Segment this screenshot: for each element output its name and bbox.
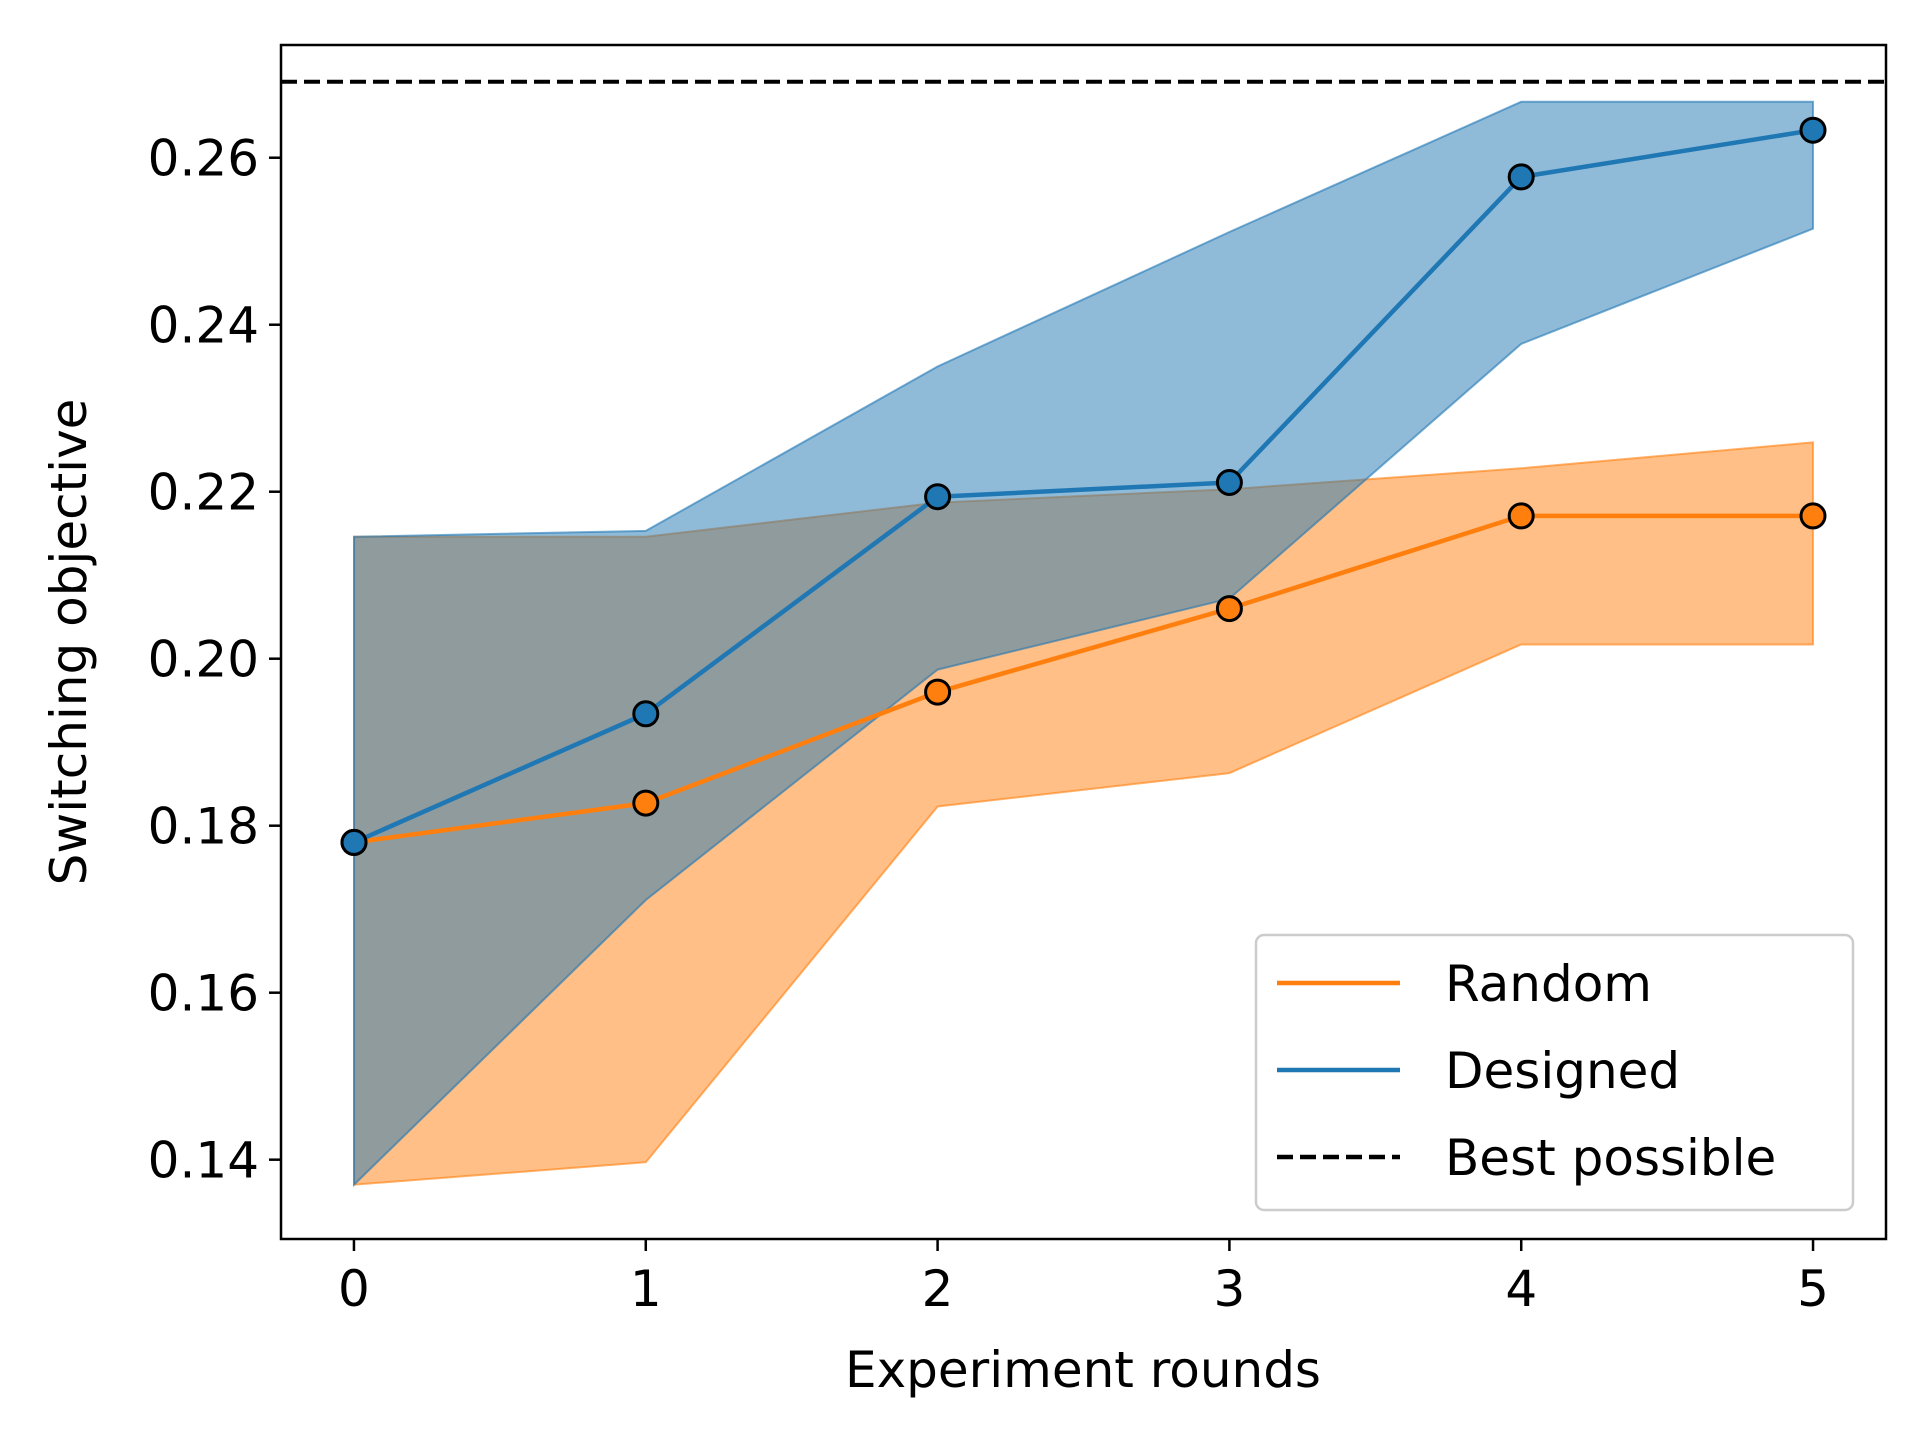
legend: Random Designed Best possible: [1254, 933, 1855, 1212]
y-tick-label: 0.22: [148, 464, 259, 522]
y-axis: 0.14 0.16 0.18 0.20 0.22 0.24 0.26: [148, 130, 281, 1190]
point-random: [1215, 595, 1243, 623]
line-random: [351, 513, 1816, 845]
point-random: [924, 678, 952, 706]
point-designed: [1507, 163, 1535, 191]
legend-label-best-possible: Best possible: [1445, 1129, 1776, 1187]
x-tick-label: 3: [1214, 1260, 1246, 1318]
x-axis-label: Experiment rounds: [845, 1341, 1321, 1399]
y-axis-label: Switching objective: [40, 399, 98, 886]
y-tick-label: 0.20: [148, 631, 259, 689]
point-designed: [1215, 469, 1243, 496]
point-designed: [632, 700, 660, 728]
legend-box: [1254, 933, 1855, 1212]
x-axis: 0 1 2 3 4 5: [338, 1239, 1829, 1318]
legend-label-random: Random: [1445, 955, 1652, 1013]
point-random: [1799, 502, 1827, 530]
x-tick-label: 0: [338, 1260, 370, 1318]
x-tick-label: 2: [922, 1260, 954, 1318]
x-tick-label: 4: [1505, 1260, 1537, 1318]
band-designed: [353, 100, 1814, 1188]
point-random: [632, 789, 660, 817]
x-tick-label: 1: [630, 1260, 662, 1318]
y-tick-label: 0.24: [148, 297, 259, 355]
x-tick-label: 5: [1797, 1260, 1829, 1318]
y-tick-label: 0.18: [148, 798, 259, 856]
y-tick-label: 0.14: [148, 1132, 259, 1190]
y-tick-label: 0.16: [148, 965, 259, 1023]
point-designed: [924, 483, 952, 511]
series-lines: [351, 127, 1816, 845]
plot-frame: [279, 43, 1888, 1241]
legend-label-designed: Designed: [1445, 1042, 1680, 1100]
point-random: [1507, 502, 1535, 530]
series-markers: [340, 116, 1827, 856]
point-designed: [1799, 116, 1827, 144]
y-tick-label: 0.26: [148, 130, 259, 188]
point-designed: [340, 828, 368, 856]
line-designed: [351, 127, 1816, 845]
